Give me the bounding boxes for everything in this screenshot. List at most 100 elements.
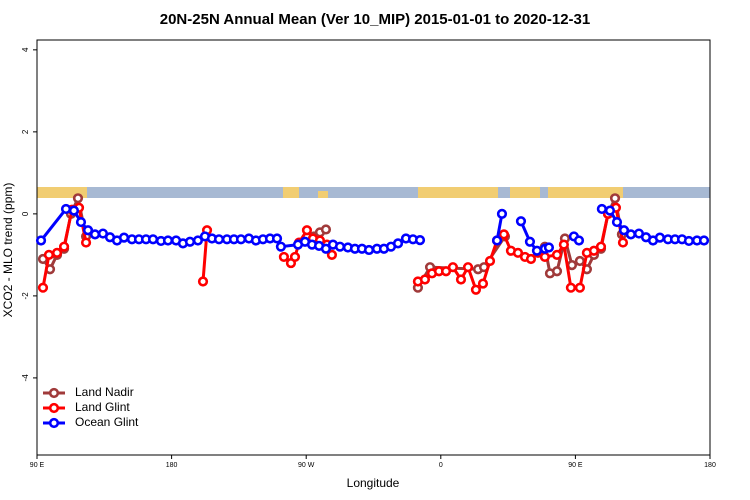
- data-point: [498, 229, 510, 240]
- data-point: [301, 225, 313, 236]
- data-point: [604, 205, 616, 216]
- data-point: [192, 235, 204, 246]
- land-patch: [510, 187, 540, 198]
- data-point: [447, 262, 459, 273]
- data-point: [271, 233, 283, 244]
- data-point: [574, 282, 585, 293]
- data-point: [617, 237, 629, 248]
- land-patch: [37, 187, 87, 198]
- land-patch: [318, 191, 328, 198]
- legend-label: Land Nadir: [75, 385, 134, 399]
- data-point: [43, 249, 55, 260]
- x-axis-label: Longitude: [347, 476, 400, 490]
- data-point: [551, 249, 563, 260]
- y-tick-label: 2: [21, 129, 30, 134]
- legend-label: Ocean Glint: [75, 415, 139, 429]
- ocean-strip: [37, 187, 710, 198]
- data-point: [213, 234, 225, 245]
- data-point: [551, 266, 563, 277]
- data-point: [531, 245, 543, 256]
- data-point: [363, 244, 375, 256]
- data-point: [470, 284, 482, 295]
- y-axis-label: XCO2 - MLO trend (ppm): [1, 183, 15, 318]
- data-point: [574, 255, 585, 267]
- data-point: [496, 208, 508, 219]
- data-point: [75, 216, 87, 228]
- data-point: [80, 237, 92, 248]
- data-point: [414, 235, 426, 246]
- data-point: [184, 236, 196, 247]
- data-point: [512, 247, 524, 258]
- data-point: [235, 234, 247, 245]
- chart-title: 20N-25N Annual Mean (Ver 10_MIP) 2015-01…: [160, 11, 590, 28]
- data-point: [60, 203, 72, 215]
- data-point: [289, 251, 301, 263]
- data-point: [68, 205, 80, 216]
- data-point: [320, 243, 332, 254]
- data-point: [588, 245, 600, 256]
- data-point: [51, 247, 63, 258]
- data-point: [147, 234, 159, 245]
- land-patch: [283, 187, 299, 198]
- legend-label: Land Glint: [75, 400, 130, 414]
- data-point: [197, 276, 209, 287]
- data-point: [543, 242, 555, 253]
- x-tick-label: 180: [166, 462, 178, 469]
- data-point: [118, 232, 130, 243]
- data-point: [566, 260, 578, 271]
- data-point: [82, 225, 94, 236]
- land-patch: [418, 187, 498, 198]
- data-point: [618, 225, 630, 236]
- x-tick-label: 90 E: [568, 462, 583, 469]
- data-point: [698, 235, 710, 246]
- data-point: [611, 216, 623, 228]
- data-point: [524, 236, 536, 247]
- data-point: [491, 235, 503, 246]
- data-point: [455, 274, 467, 285]
- legend-marker: [48, 417, 60, 429]
- data-point: [162, 235, 174, 246]
- data-point: [278, 251, 290, 263]
- data-point: [558, 239, 569, 250]
- data-point: [275, 241, 287, 252]
- data-point: [462, 262, 474, 273]
- data-point: [37, 282, 49, 293]
- data-point: [72, 193, 84, 204]
- data-point: [320, 224, 332, 235]
- data-point: [539, 251, 550, 263]
- data-point: [392, 238, 404, 249]
- legend-marker: [48, 402, 60, 414]
- map-strip: [37, 187, 710, 198]
- y-tick-label: 4: [21, 47, 30, 52]
- legend-marker: [48, 387, 60, 399]
- x-tick-label: 90 W: [298, 462, 315, 469]
- data-point: [326, 249, 338, 260]
- plot-frame: [36, 39, 711, 456]
- x-tick-label: 90 E: [30, 462, 45, 469]
- data-point: [89, 229, 101, 240]
- land-patch: [548, 187, 623, 198]
- data-point: [609, 193, 621, 204]
- data-point: [515, 216, 527, 227]
- data-point: [595, 241, 607, 252]
- data-point: [565, 282, 577, 293]
- data-point: [484, 255, 496, 267]
- y-tick-label: 0: [21, 211, 30, 216]
- data-point: [573, 235, 585, 246]
- data-point: [35, 235, 47, 246]
- data-point: [596, 203, 607, 215]
- data-point: [625, 229, 636, 240]
- y-tick-label: -2: [21, 292, 30, 300]
- x-tick-label: 0: [439, 462, 443, 469]
- data-point: [683, 235, 695, 247]
- x-tick-label: 180: [704, 462, 716, 469]
- data-point: [654, 232, 665, 243]
- data-point: [58, 241, 70, 252]
- y-tick-label: -4: [21, 374, 30, 382]
- data-point: [419, 274, 431, 285]
- data-point: [334, 241, 346, 252]
- data-point: [440, 266, 452, 277]
- data-point: [477, 278, 489, 289]
